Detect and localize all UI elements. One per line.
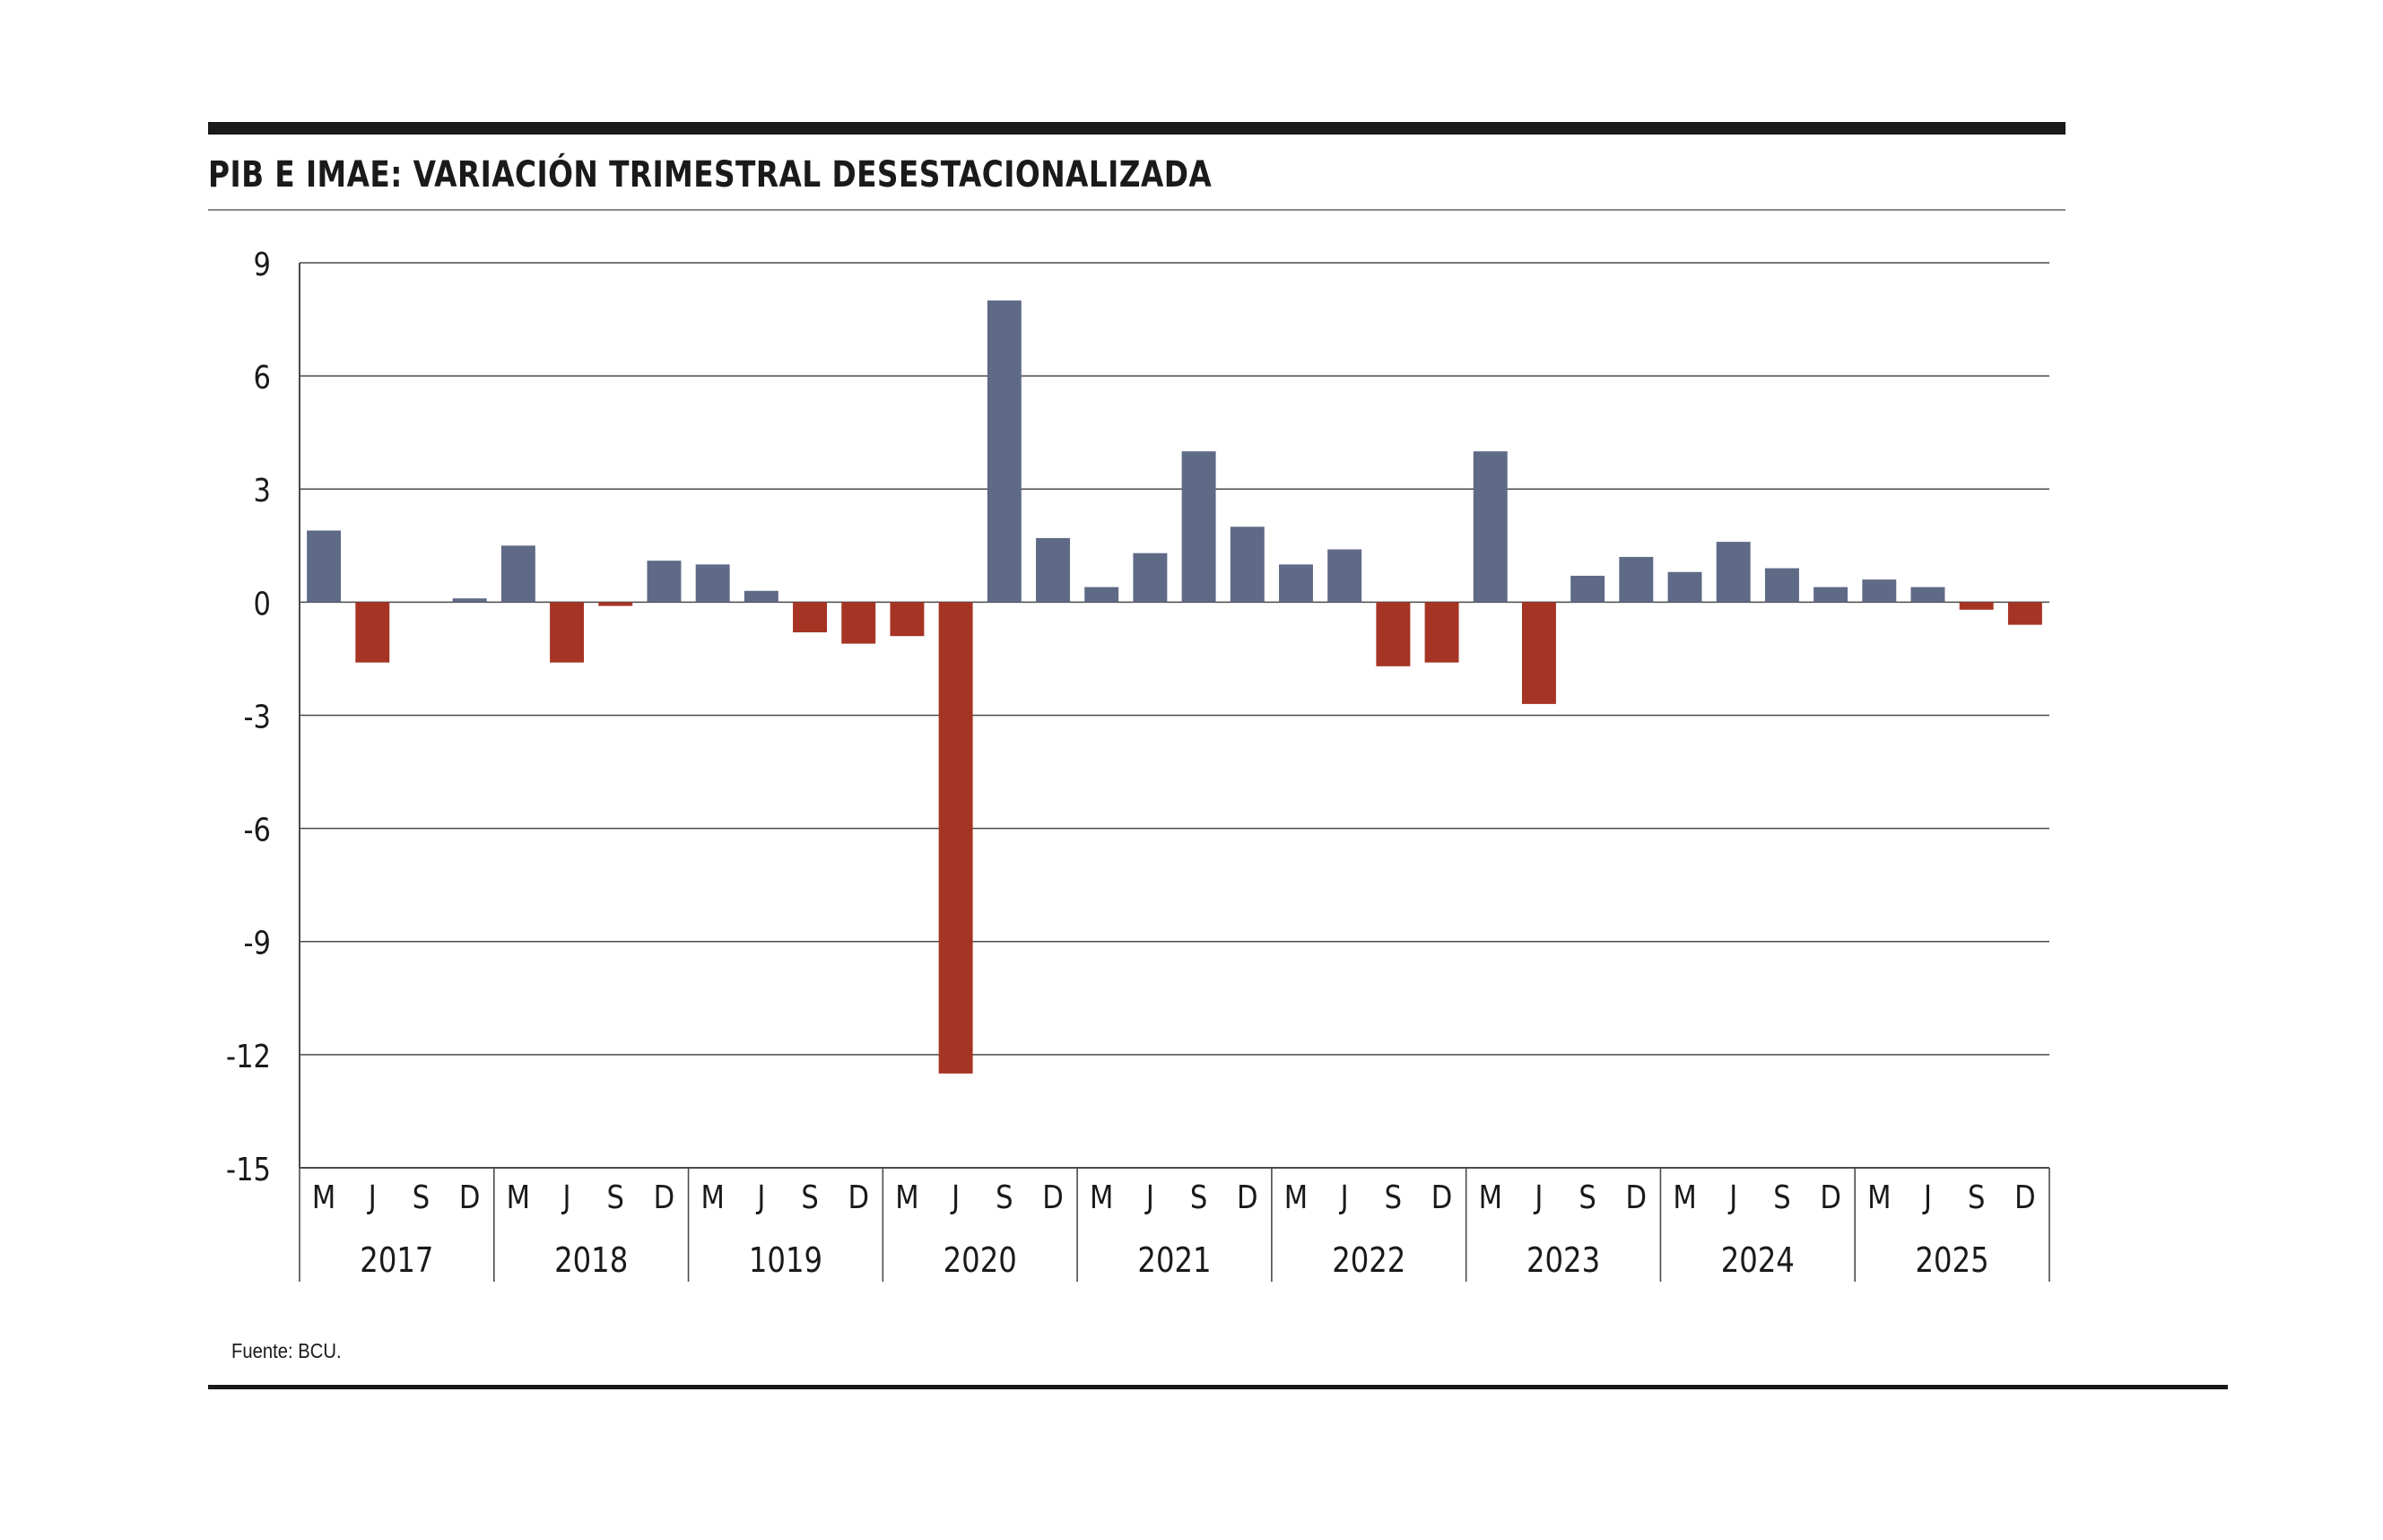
- y-tick-label: -12: [226, 1037, 271, 1075]
- quarter-label: D: [1626, 1179, 1648, 1216]
- bar: [1376, 602, 1411, 666]
- bar: [598, 602, 633, 606]
- y-tick-label: -15: [226, 1151, 271, 1188]
- quarter-label: S: [1190, 1179, 1207, 1216]
- quarter-label: D: [1042, 1179, 1064, 1216]
- y-tick-label: -3: [244, 698, 271, 735]
- quarter-label: M: [507, 1179, 530, 1216]
- quarter-label: J: [1144, 1179, 1154, 1216]
- bar-layer: [307, 300, 2042, 1074]
- quarter-label: J: [756, 1179, 766, 1216]
- quarter-label: D: [1820, 1179, 1841, 1216]
- bar: [1084, 587, 1119, 603]
- bar: [550, 602, 585, 663]
- bar: [1667, 571, 1702, 603]
- quarter-label: S: [413, 1179, 430, 1216]
- grid-layer: [300, 262, 2049, 1056]
- quarter-label: J: [367, 1179, 377, 1216]
- year-label: 1019: [749, 1241, 822, 1281]
- quarter-label: M: [1479, 1179, 1502, 1216]
- bar: [647, 561, 682, 603]
- quarter-label: M: [312, 1179, 335, 1216]
- quarter-label: S: [1773, 1179, 1790, 1216]
- bar: [987, 300, 1022, 603]
- y-tick-label: -6: [244, 811, 271, 848]
- quarter-label: M: [700, 1179, 724, 1216]
- quarter-label: M: [895, 1179, 918, 1216]
- chart-title: PIB E IMAE: VARIACIÓN TRIMESTRAL DESESTA…: [208, 154, 1213, 196]
- bar: [1521, 602, 1556, 704]
- bar: [1619, 556, 1654, 603]
- quarter-label: J: [950, 1179, 960, 1216]
- top-rule: [208, 122, 2066, 135]
- bar: [1327, 549, 1362, 603]
- bar: [1716, 542, 1751, 603]
- y-tick-label: 0: [254, 585, 271, 622]
- quarter-label: D: [848, 1179, 869, 1216]
- year-label: 2025: [1916, 1241, 1989, 1281]
- bar: [500, 545, 535, 603]
- bar: [307, 530, 342, 603]
- year-label: 2024: [1721, 1241, 1795, 1281]
- bar: [744, 590, 778, 603]
- bottom-rule: [208, 1385, 2228, 1389]
- quarter-label: D: [1237, 1179, 1258, 1216]
- bar: [1959, 602, 1994, 610]
- y-tick-label: 6: [254, 359, 271, 396]
- axis-layer: [299, 263, 2050, 1282]
- quarter-label: S: [1968, 1179, 1985, 1216]
- source-note: Fuente: BCU.: [231, 1339, 342, 1362]
- bar: [793, 602, 828, 633]
- bar: [1230, 526, 1265, 603]
- year-label: 2023: [1526, 1241, 1600, 1281]
- bar: [2007, 602, 2042, 625]
- bar: [1424, 602, 1459, 663]
- quarter-label: D: [1431, 1179, 1453, 1216]
- quarter-label: D: [654, 1179, 675, 1216]
- quarter-label: M: [1090, 1179, 1113, 1216]
- quarter-label: S: [1579, 1179, 1596, 1216]
- quarter-label: J: [1922, 1179, 1932, 1216]
- quarter-label: S: [996, 1179, 1013, 1216]
- quarter-label: M: [1673, 1179, 1696, 1216]
- bar: [1813, 587, 1848, 603]
- title-underline: [208, 209, 2066, 211]
- quarter-label: J: [561, 1179, 571, 1216]
- bar: [938, 602, 973, 1074]
- bar: [1764, 568, 1799, 603]
- bar: [1910, 587, 1945, 603]
- quarter-label: D: [2014, 1179, 2036, 1216]
- bar: [452, 598, 487, 603]
- y-tick-label: 9: [254, 246, 271, 283]
- year-label: 2021: [1137, 1241, 1211, 1281]
- quarter-label: S: [1385, 1179, 1402, 1216]
- bar: [841, 602, 876, 644]
- year-label: 2018: [554, 1241, 628, 1281]
- year-label: 2020: [944, 1241, 1017, 1281]
- quarter-label: J: [1534, 1179, 1544, 1216]
- bar: [1133, 552, 1168, 603]
- bar: [355, 602, 390, 663]
- y-tick-label: -9: [244, 924, 271, 961]
- quarter-label: S: [801, 1179, 818, 1216]
- quarter-label: J: [1339, 1179, 1349, 1216]
- quarter-label: S: [607, 1179, 624, 1216]
- bar: [1570, 575, 1605, 603]
- bar: [1473, 451, 1508, 603]
- year-label: 2017: [360, 1241, 433, 1281]
- bar: [1279, 564, 1313, 603]
- bar: [890, 602, 925, 637]
- year-label: 2022: [1332, 1241, 1405, 1281]
- bar: [695, 564, 730, 603]
- quarter-label: M: [1284, 1179, 1308, 1216]
- bar: [1862, 579, 1897, 603]
- quarter-label: D: [459, 1179, 481, 1216]
- quarter-label: M: [1867, 1179, 1891, 1216]
- bar: [1036, 537, 1070, 603]
- y-tick-label: 3: [254, 472, 271, 509]
- bar: [1181, 451, 1216, 603]
- quarter-label: J: [1727, 1179, 1737, 1216]
